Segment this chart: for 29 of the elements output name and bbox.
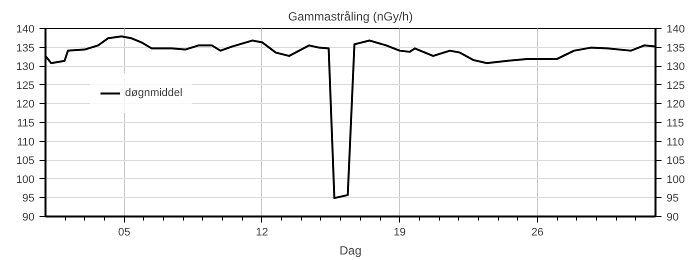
chart-title: Gammastråling (nGy/h) — [288, 10, 413, 24]
x-tick-label: 05 — [118, 226, 130, 238]
y-tick-label: 120 — [16, 98, 35, 111]
y2-tick-label: 110 — [666, 136, 684, 148]
y2-tick-label: 125 — [666, 80, 685, 92]
y-tick-label: 135 — [16, 42, 35, 54]
y-tick-label: 130 — [16, 61, 35, 74]
y2-tick-label: 120 — [666, 98, 685, 111]
y2-tick-label: 140 — [666, 24, 685, 36]
x-tick-label: 12 — [256, 226, 268, 238]
y-tick-label: 140 — [16, 24, 35, 36]
y2-tick-label: 90 — [666, 212, 679, 224]
y-tick-label: 100 — [16, 174, 35, 186]
y2-tick-label: 115 — [666, 118, 684, 130]
y-tick-label: 125 — [16, 80, 35, 92]
y2-tick-label: 100 — [666, 174, 685, 186]
y2-tick-label: 95 — [666, 192, 679, 205]
x-tick-label: 26 — [531, 226, 544, 238]
legend-label: døgnmiddel — [125, 87, 182, 99]
y-tick-label: 95 — [22, 192, 35, 205]
y2-tick-label: 135 — [666, 42, 685, 54]
y-tick-label: 90 — [22, 212, 35, 224]
x-tick-label: 19 — [394, 226, 406, 238]
y2-tick-label: 105 — [666, 155, 685, 168]
y-tick-label: 105 — [16, 155, 35, 168]
y-tick-label: 110 — [16, 136, 35, 148]
x-axis-title: Dag — [339, 244, 362, 258]
y2-tick-label: 130 — [666, 61, 685, 74]
y-tick-label: 115 — [16, 118, 35, 130]
